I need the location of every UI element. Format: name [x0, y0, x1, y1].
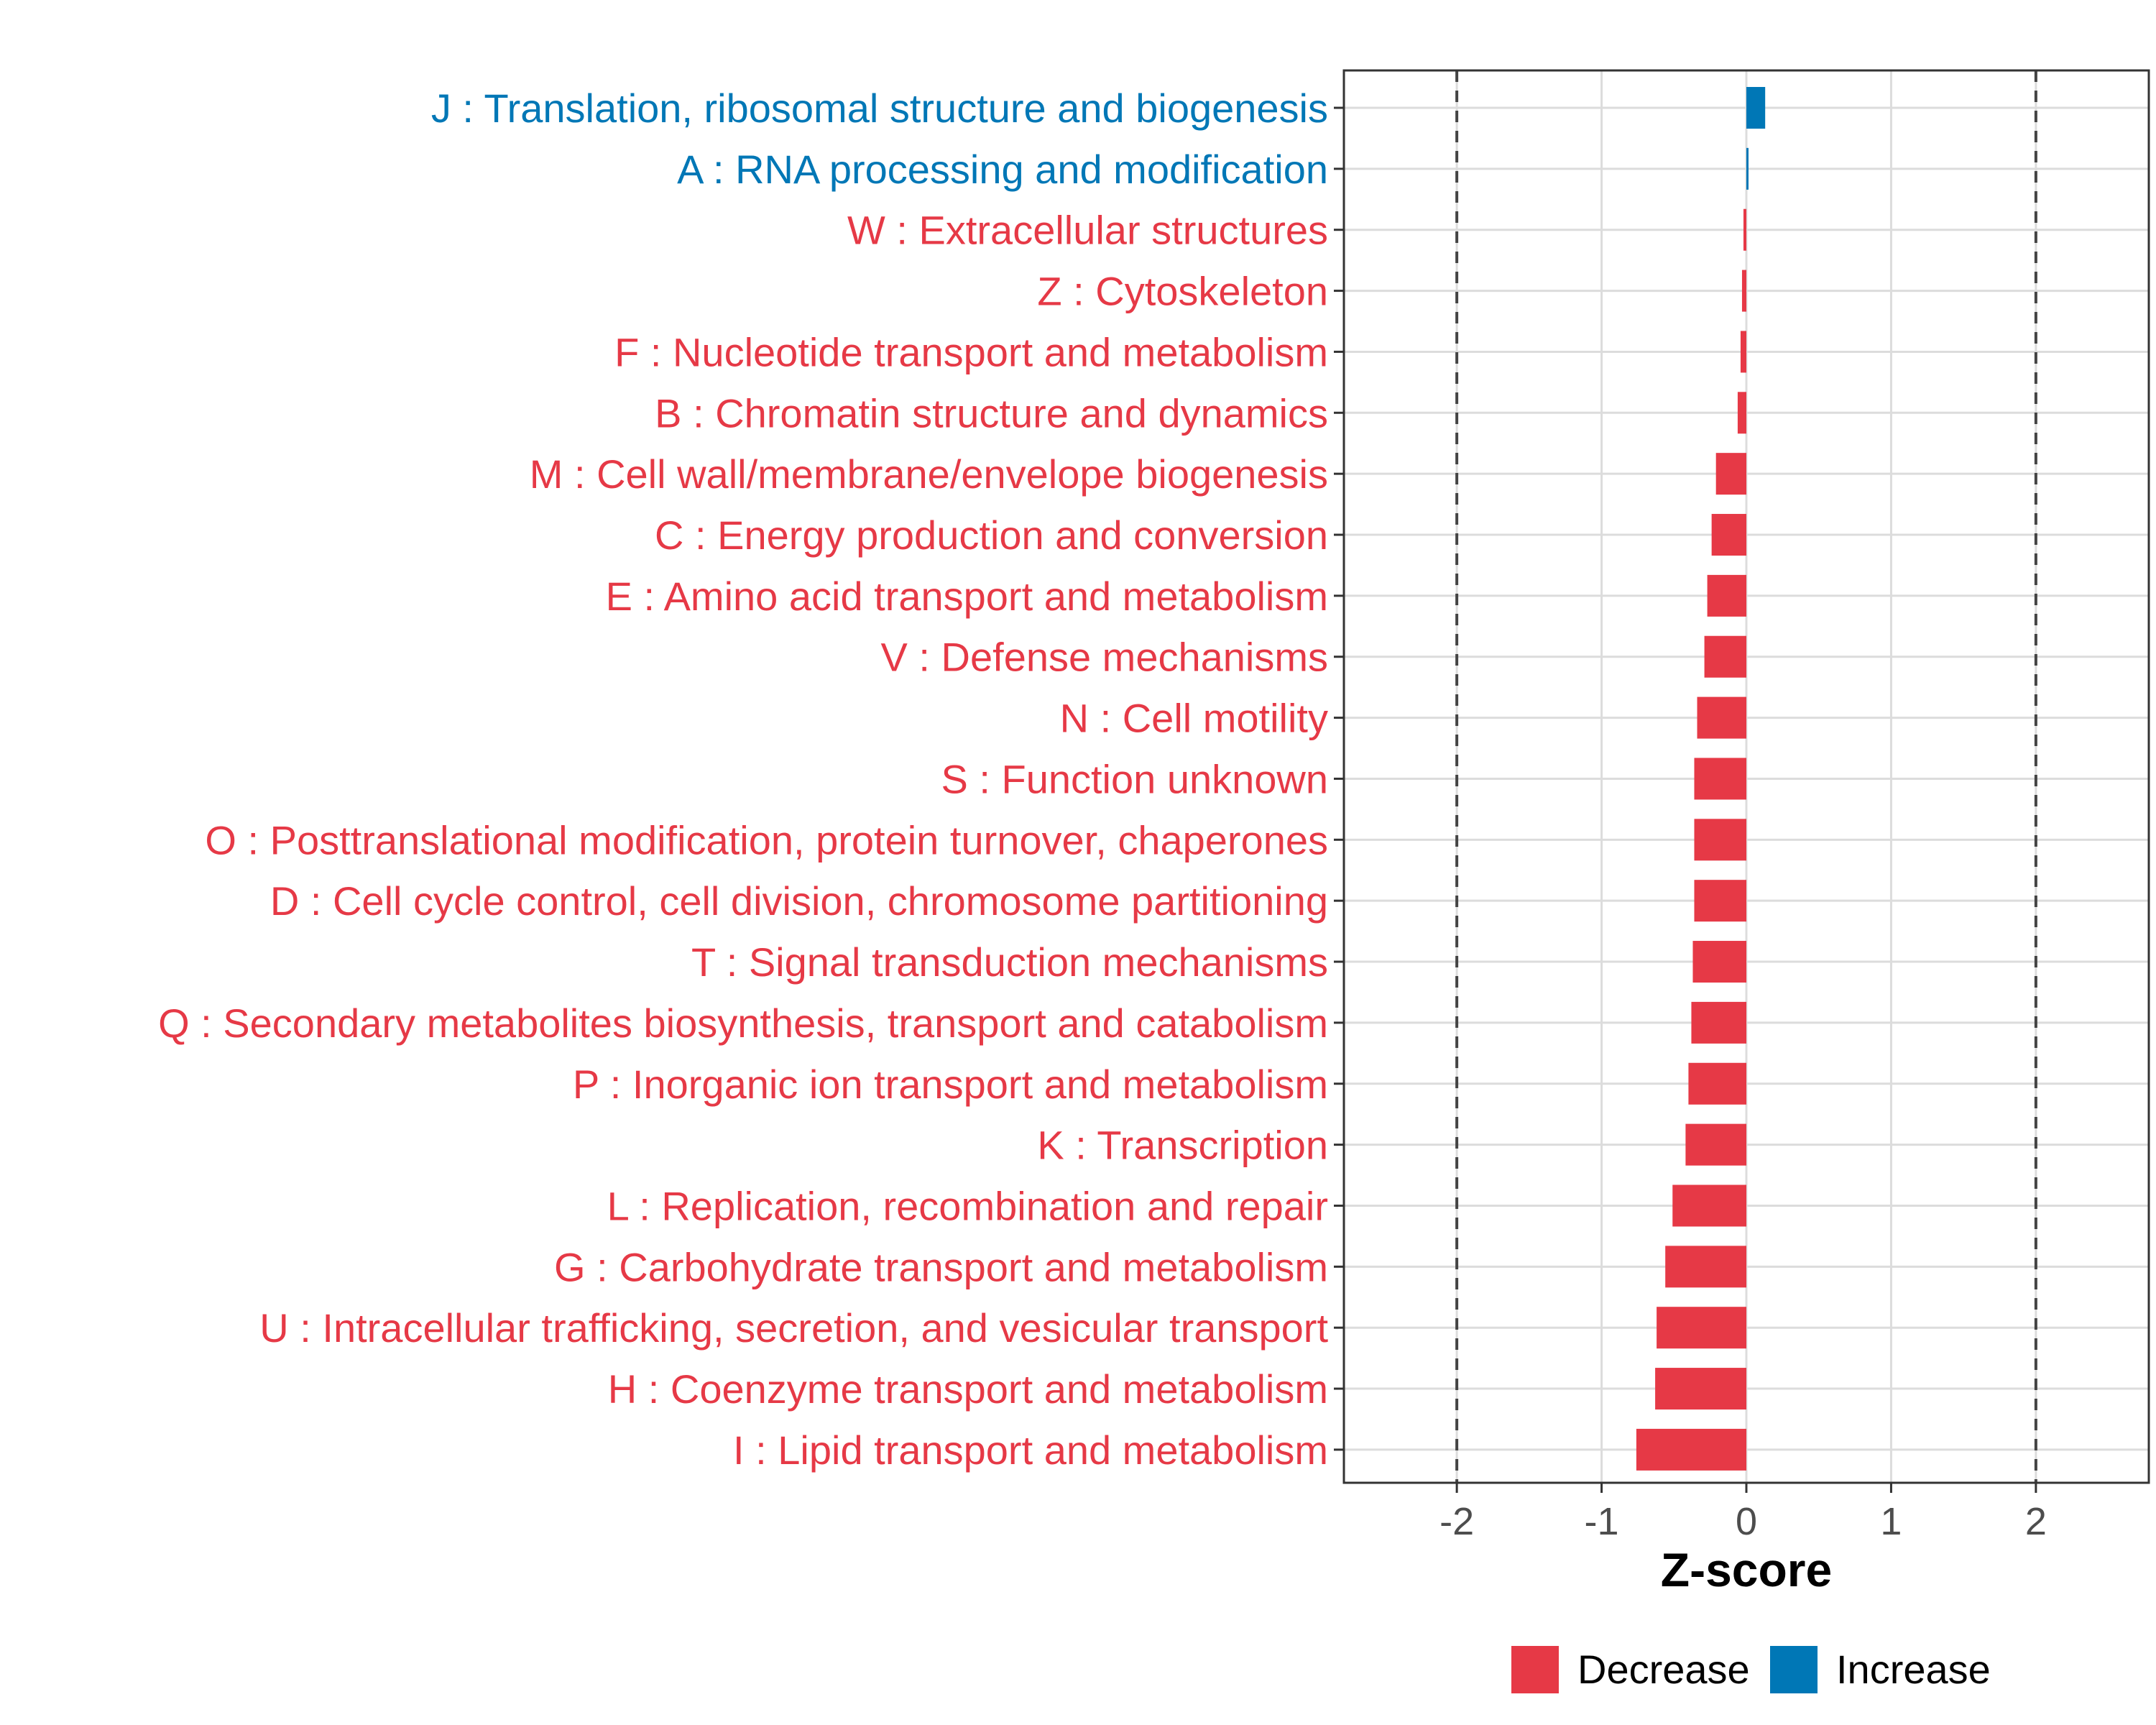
x-tick-label: -1: [1585, 1500, 1619, 1543]
bar: [1746, 147, 1749, 190]
y-category-label: M : Cell wall/membrane/envelope biogenes…: [530, 451, 1328, 497]
y-category-label: N : Cell motility: [1060, 696, 1328, 741]
y-category-label: E : Amino acid transport and metabolism: [606, 574, 1328, 619]
bar: [1657, 1307, 1746, 1349]
legend-swatch: [1511, 1646, 1559, 1693]
x-axis-title: Z-score: [1661, 1543, 1832, 1596]
bar: [1740, 331, 1746, 373]
y-category-label: U : Intracellular trafficking, secretion…: [259, 1305, 1328, 1351]
y-category-label: W : Extracellular structures: [847, 208, 1328, 253]
bar: [1691, 1001, 1746, 1044]
bar: [1743, 208, 1746, 251]
bar: [1697, 696, 1746, 739]
legend: Decrease Increase: [1511, 1646, 1991, 1693]
y-category-label: B : Chromatin structure and dynamics: [655, 390, 1328, 436]
y-category-label: H : Coenzyme transport and metabolism: [608, 1366, 1328, 1412]
y-category-label: D : Cell cycle control, cell division, c…: [270, 878, 1328, 924]
bar: [1685, 1123, 1746, 1166]
x-tick-label: -2: [1439, 1500, 1474, 1543]
bar: [1655, 1368, 1746, 1410]
y-category-label: S : Function unknown: [941, 756, 1328, 801]
bar: [1665, 1246, 1746, 1288]
bars: [1636, 87, 1766, 1471]
bar: [1741, 270, 1746, 312]
legend-label: Decrease: [1577, 1647, 1750, 1692]
bar: [1694, 758, 1746, 800]
reference-lines: [1455, 70, 2037, 1483]
bar: [1636, 1428, 1746, 1471]
bar: [1688, 1062, 1746, 1105]
bar: [1711, 514, 1746, 556]
bar: [1715, 453, 1746, 495]
x-axis-ticks: -2 -1 0 1 2: [1439, 1483, 2047, 1543]
bar: [1707, 574, 1746, 617]
y-category-label: G : Carbohydrate transport and metabolis…: [554, 1244, 1328, 1289]
bar: [1672, 1184, 1746, 1227]
bar: [1746, 87, 1766, 129]
y-category-label: V : Defense mechanisms: [881, 635, 1328, 680]
bar: [1737, 392, 1746, 434]
y-category-label: K : Transcription: [1037, 1123, 1328, 1168]
y-category-label: J : Translation, ribosomal structure and…: [431, 86, 1328, 131]
legend-swatch: [1770, 1646, 1818, 1693]
y-axis-ticks: [1334, 106, 1344, 1451]
legend-label: Increase: [1836, 1647, 1991, 1692]
y-category-label: C : Energy production and conversion: [655, 512, 1328, 558]
y-axis-category-labels: J : Translation, ribosomal structure and…: [158, 86, 1328, 1473]
y-category-label: F : Nucleotide transport and metabolism: [614, 329, 1328, 374]
y-category-label: L : Replication, recombination and repai…: [607, 1183, 1328, 1228]
y-category-label: A : RNA processing and modification: [677, 147, 1328, 192]
y-category-label: T : Signal transduction mechanisms: [691, 939, 1328, 985]
bar: [1692, 941, 1746, 983]
bar: [1694, 880, 1746, 922]
bar: [1694, 819, 1746, 861]
bar: [1704, 635, 1746, 678]
x-tick-label: 1: [1880, 1500, 1902, 1543]
y-category-label: Q : Secondary metabolites biosynthesis, …: [158, 1000, 1328, 1046]
x-tick-label: 0: [1736, 1500, 1757, 1543]
x-tick-label: 2: [2025, 1500, 2047, 1543]
y-category-label: P : Inorganic ion transport and metaboli…: [573, 1062, 1328, 1107]
y-category-label: Z : Cytoskeleton: [1037, 269, 1328, 314]
y-category-label: I : Lipid transport and metabolism: [733, 1427, 1328, 1473]
y-category-label: O : Posttranslational modification, prot…: [205, 817, 1328, 862]
